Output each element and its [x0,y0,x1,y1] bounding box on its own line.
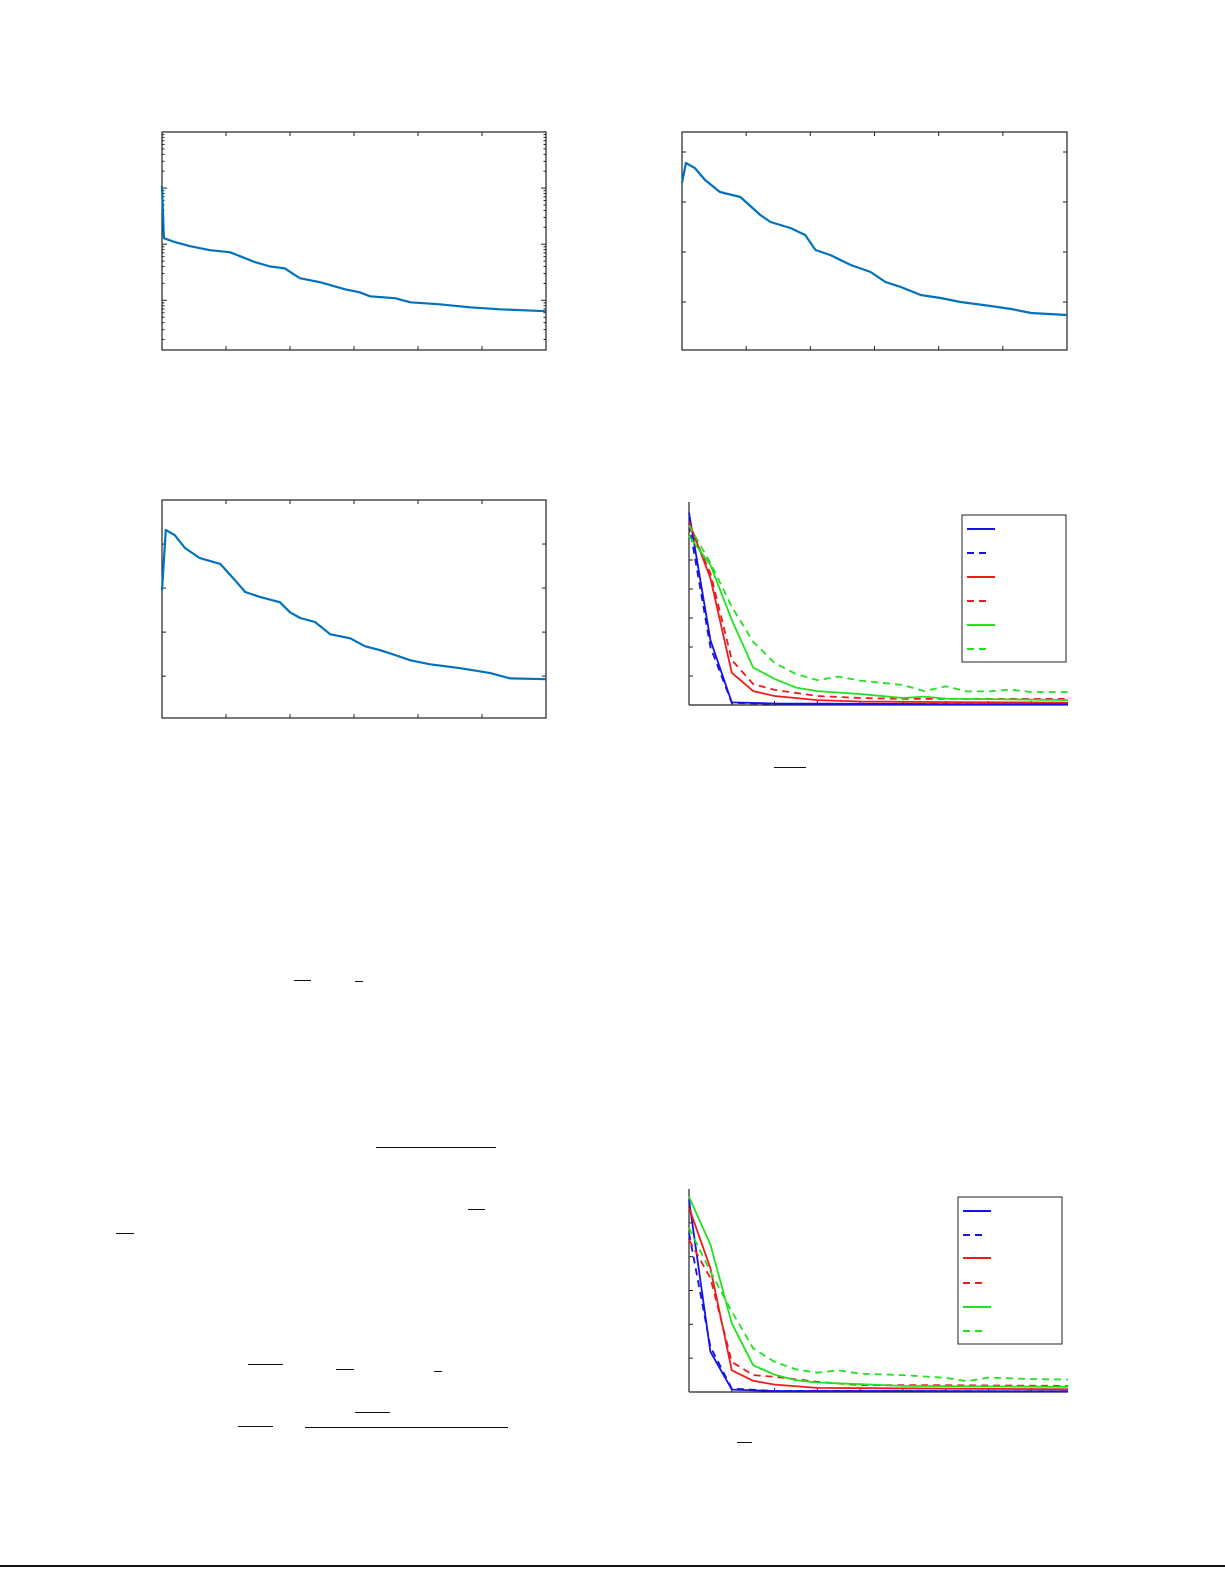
series-line-4 [688,524,1068,700]
chart-2 [680,131,1068,351]
series-line-6 [688,1227,1069,1383]
fraction-bar [376,1147,496,1148]
series-line-5 [688,1196,1069,1388]
fraction-bar [238,1426,273,1427]
plot-frame [161,131,547,351]
series-line-4 [688,1239,1069,1387]
plot-frame [161,499,547,719]
fraction-bar [305,1427,508,1428]
legend [961,514,1067,663]
series-line-1 [160,528,547,681]
series-line-2 [688,1232,1069,1393]
fraction-bar [294,980,311,981]
series-line-2 [688,523,1069,706]
chart-1 [160,131,547,351]
chart-4 [688,502,1069,706]
series-line-1 [160,185,547,313]
series-line-1 [680,161,1068,317]
fraction-bar [737,1442,752,1443]
fraction-bar [434,1371,442,1372]
chart-3 [160,499,547,719]
page-bottom-rule [0,1565,1225,1567]
series-line-3 [688,1207,1069,1391]
series-line-3 [688,521,1069,704]
fraction-bar [336,1369,354,1370]
series-line-6 [688,524,1068,693]
legend [957,1196,1063,1345]
fraction-bar [355,1412,390,1413]
fraction-bar [774,767,806,768]
legend-box [957,1196,1063,1345]
legend-box [961,514,1067,663]
plot-frame [681,131,1068,351]
chart-5 [688,1189,1069,1393]
fraction-bar [248,1364,283,1365]
series-line-5 [688,535,1069,701]
fraction-bar [355,981,363,982]
fraction-bar [468,1209,485,1210]
fraction-bar [116,1233,134,1234]
